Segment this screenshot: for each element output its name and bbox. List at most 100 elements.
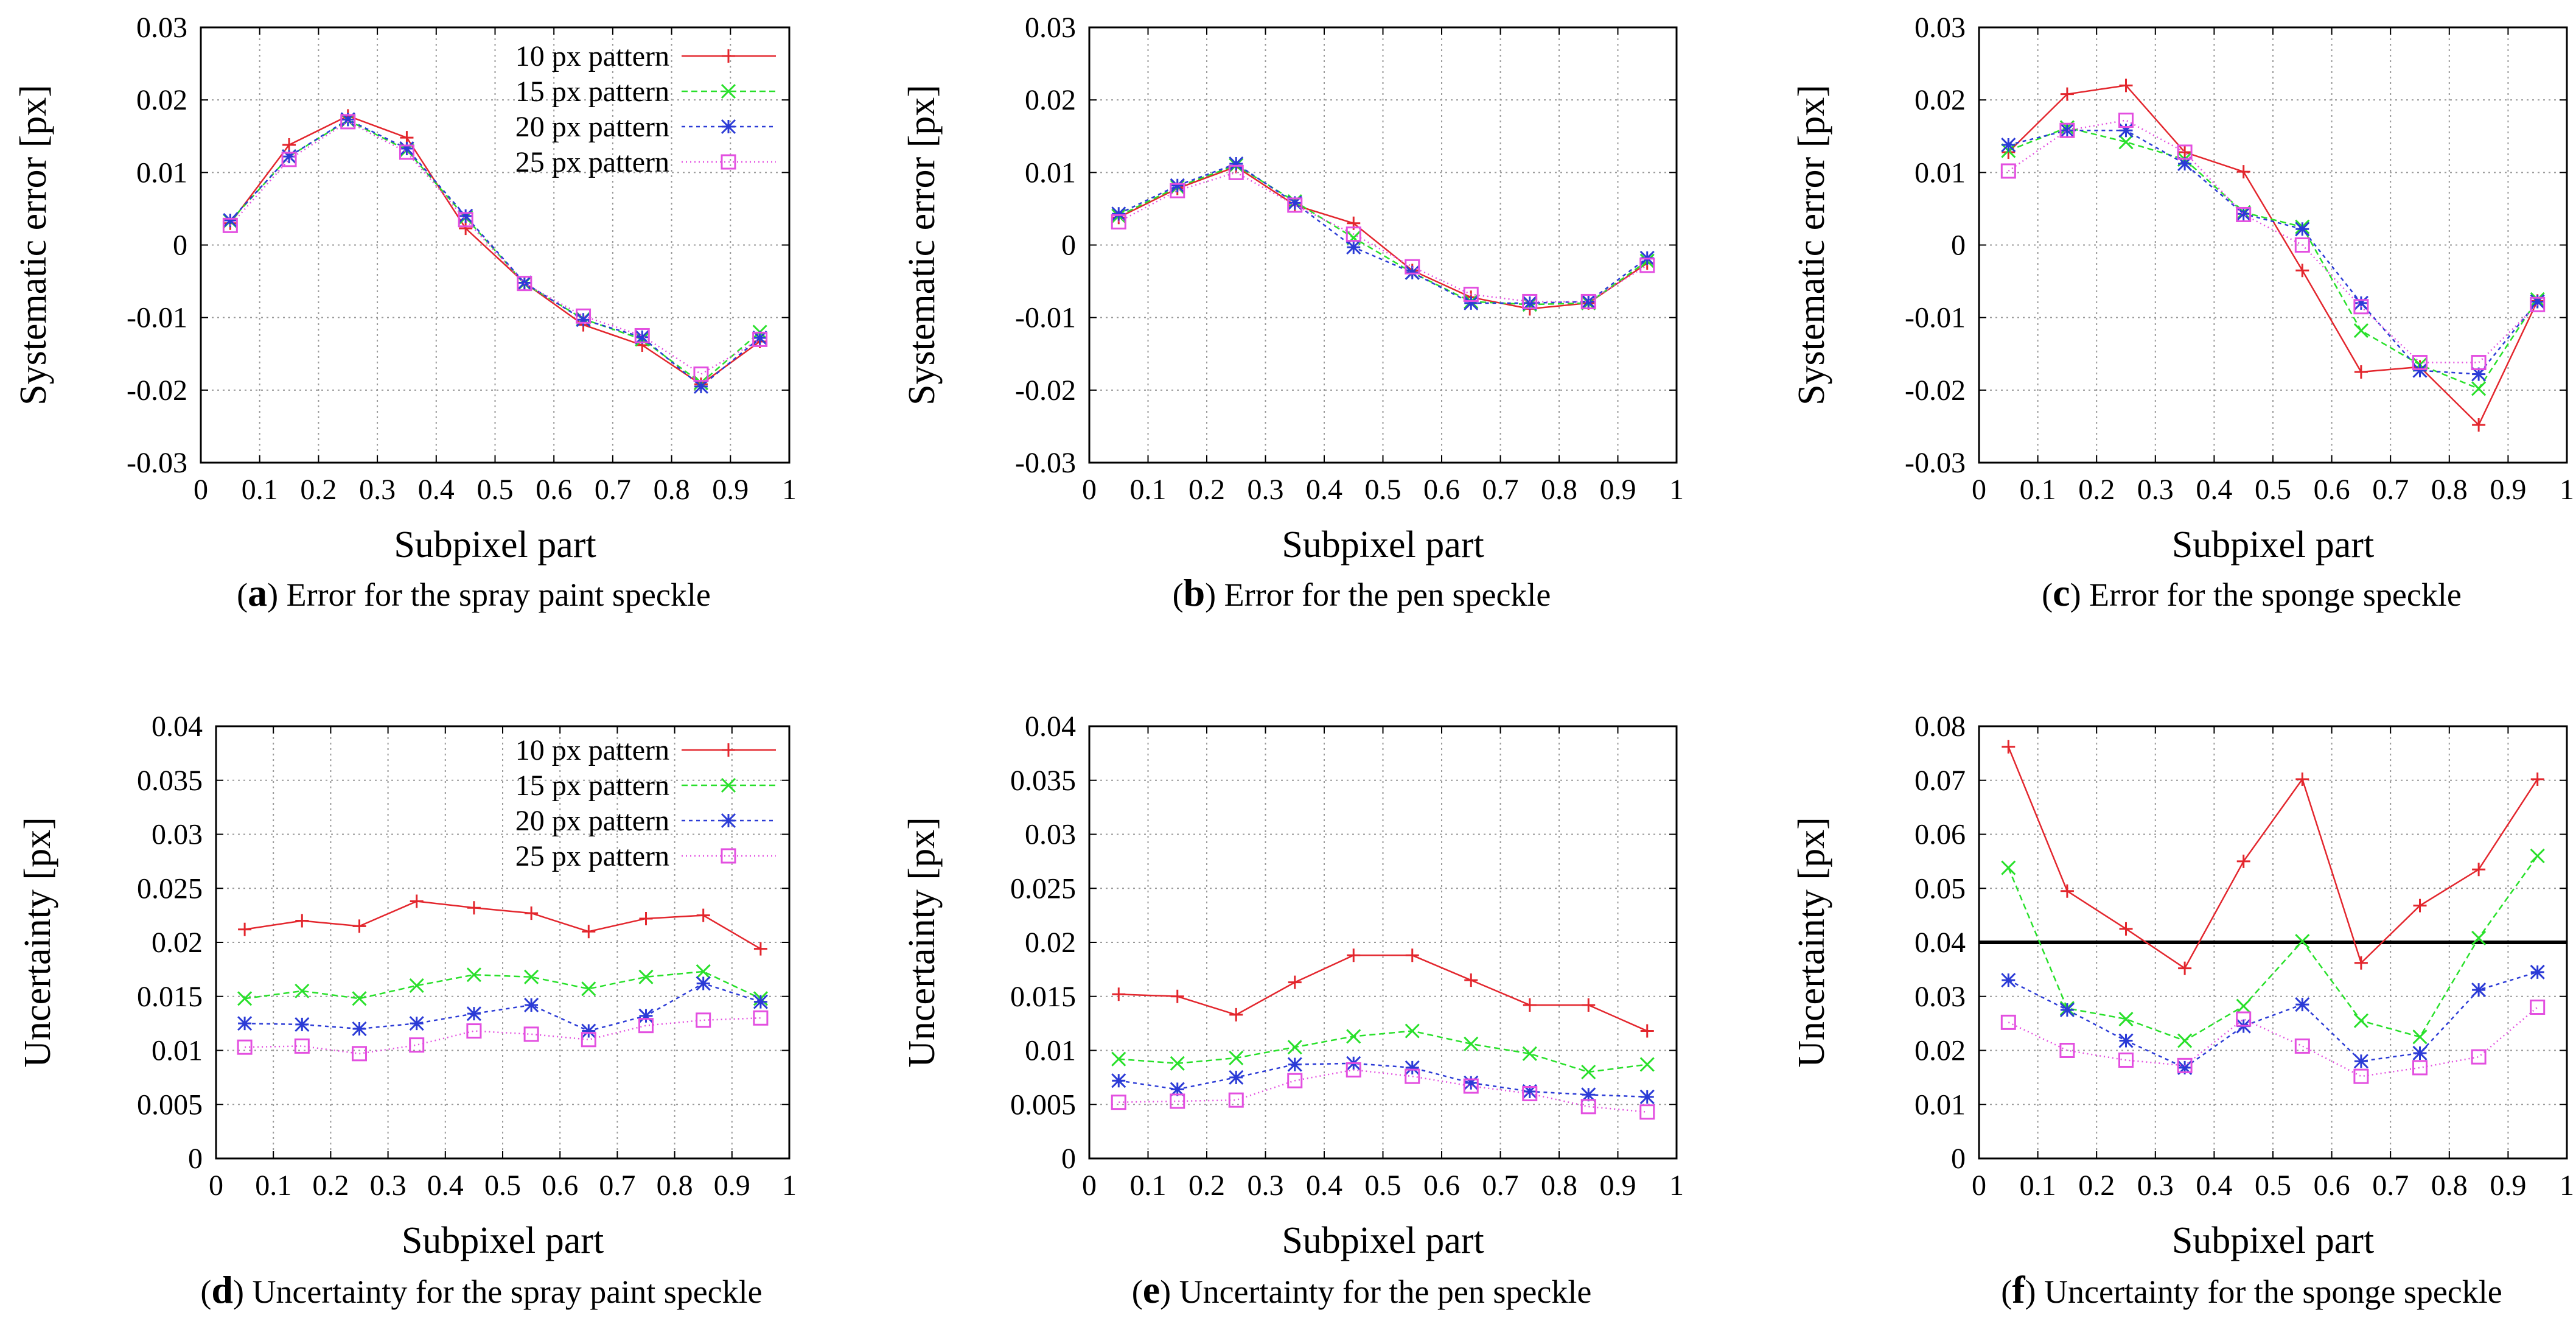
y-tick-label: 0 bbox=[1951, 1143, 1966, 1175]
data-point bbox=[2177, 156, 2193, 172]
y-tick-label: -0.03 bbox=[1905, 447, 1966, 479]
series-20-px-pattern bbox=[2001, 123, 2545, 382]
data-point bbox=[352, 1021, 367, 1037]
data-point bbox=[2177, 1033, 2193, 1048]
series-line bbox=[1119, 1069, 1647, 1113]
data-point bbox=[2177, 1057, 2193, 1073]
caption-paren-close: ) bbox=[2025, 1274, 2044, 1310]
data-point bbox=[1111, 206, 1126, 222]
series-line bbox=[1119, 1062, 1647, 1098]
x-tick-label: 0.8 bbox=[654, 474, 690, 506]
legend-marker bbox=[721, 83, 736, 99]
series-25-px-pattern bbox=[1111, 1062, 1655, 1120]
data-point bbox=[2354, 365, 2368, 379]
data-point bbox=[582, 925, 596, 939]
data-point bbox=[295, 1017, 310, 1032]
data-point bbox=[693, 379, 709, 394]
x-tick-label: 0 bbox=[1082, 1169, 1097, 1202]
y-tick-label: 0.06 bbox=[1915, 819, 1966, 851]
data-point bbox=[525, 906, 539, 920]
data-point bbox=[458, 212, 473, 228]
data-point bbox=[222, 217, 238, 233]
data-point bbox=[1639, 1089, 1655, 1104]
y-tick-label: 0.035 bbox=[1010, 765, 1076, 797]
data-point bbox=[1111, 1073, 1126, 1088]
x-tick-label: 0.2 bbox=[300, 474, 337, 506]
y-tick-label: 0.03 bbox=[1915, 981, 1966, 1013]
data-point bbox=[2000, 1014, 2016, 1030]
data-point bbox=[638, 969, 654, 984]
data-point bbox=[752, 330, 767, 346]
series-10-px-pattern bbox=[1112, 159, 1654, 316]
x-tick-label: 0.5 bbox=[1365, 474, 1401, 506]
x-tick-label: 1 bbox=[1669, 474, 1684, 506]
legend-label: 10 px pattern bbox=[515, 40, 669, 72]
y-tick-label: 0 bbox=[1061, 230, 1076, 262]
caption-text: Uncertainty for the pen speckle bbox=[1179, 1274, 1592, 1310]
data-point bbox=[696, 976, 711, 991]
data-point bbox=[1170, 178, 1185, 193]
figure-caption: (e) Uncertainty for the pen speckle bbox=[1132, 1268, 1592, 1311]
data-point bbox=[294, 1038, 310, 1054]
caption-paren-close: ) bbox=[233, 1274, 252, 1310]
x-tick-label: 0.4 bbox=[2196, 1169, 2232, 1202]
x-tick-label: 0.2 bbox=[1189, 474, 1225, 506]
data-point bbox=[2412, 1060, 2428, 1076]
data-point bbox=[2471, 381, 2487, 396]
data-point bbox=[1288, 975, 1302, 989]
y-tick-label: 0.005 bbox=[137, 1088, 203, 1121]
y-tick-label: 0.03 bbox=[1915, 12, 1966, 44]
data-point bbox=[1464, 1036, 1479, 1051]
data-point bbox=[352, 1046, 367, 1062]
x-tick-label: 0.1 bbox=[1130, 474, 1167, 506]
data-point bbox=[2294, 1038, 2310, 1054]
chart-panel-d: 0 0.1 0.2 0.3 0.4 0.5 0.6 0.7 0.8 0.9 1 0 0.005 0.01 0… bbox=[17, 710, 797, 1311]
data-point bbox=[2236, 206, 2251, 222]
data-point bbox=[1463, 287, 1479, 303]
data-point bbox=[2119, 922, 2133, 936]
data-point bbox=[352, 919, 366, 933]
data-point bbox=[1405, 259, 1420, 275]
data-point bbox=[2471, 355, 2487, 371]
x-tick-label: 0.2 bbox=[1189, 1169, 1225, 1202]
x-tick-label: 0.1 bbox=[2020, 474, 2056, 506]
data-point bbox=[2353, 295, 2368, 310]
x-tick-label: 0 bbox=[1972, 1169, 1986, 1202]
figure-caption: (f) Uncertainty for the sponge speckle bbox=[2001, 1268, 2502, 1311]
data-point bbox=[753, 942, 767, 956]
caption-text: Uncertainty for the sponge speckle bbox=[2044, 1274, 2502, 1310]
data-point bbox=[237, 1039, 253, 1055]
x-tick-label: 0.1 bbox=[242, 474, 278, 506]
data-point bbox=[1170, 1082, 1185, 1097]
caption-letter: a bbox=[248, 571, 267, 614]
series-20-px-pattern bbox=[1111, 1056, 1655, 1104]
data-point bbox=[1522, 1046, 1537, 1061]
caption-text: Error for the sponge speckle bbox=[2089, 576, 2462, 613]
y-tick-label: 0.02 bbox=[1025, 84, 1076, 116]
data-point bbox=[1522, 293, 1538, 309]
y-axis-title: Systematic error [px] bbox=[13, 85, 54, 405]
y-tick-label: 0.04 bbox=[152, 710, 203, 743]
series-20-px-pattern bbox=[1111, 156, 1655, 310]
x-tick-label: 0.9 bbox=[712, 474, 749, 506]
series-line bbox=[1119, 1030, 1647, 1073]
series-line bbox=[229, 119, 761, 384]
data-point bbox=[696, 1012, 711, 1028]
data-point bbox=[238, 922, 252, 936]
series-line bbox=[1118, 164, 1648, 306]
x-tick-label: 0.6 bbox=[2314, 1169, 2350, 1202]
data-point bbox=[1346, 226, 1361, 242]
data-point bbox=[459, 222, 473, 236]
y-tick-label: 0.015 bbox=[137, 981, 203, 1013]
x-tick-label: 0.7 bbox=[2372, 474, 2409, 506]
data-point bbox=[2118, 1052, 2134, 1068]
data-point bbox=[2412, 363, 2428, 378]
x-axis-title: Subpixel part bbox=[2172, 524, 2374, 566]
figure-caption: (b) Error for the pen speckle bbox=[1173, 571, 1551, 614]
data-point bbox=[1112, 987, 1126, 1001]
data-point bbox=[753, 1010, 769, 1026]
data-point bbox=[2353, 323, 2368, 338]
x-tick-label: 0.5 bbox=[484, 1169, 521, 1202]
data-point bbox=[1464, 973, 1478, 987]
